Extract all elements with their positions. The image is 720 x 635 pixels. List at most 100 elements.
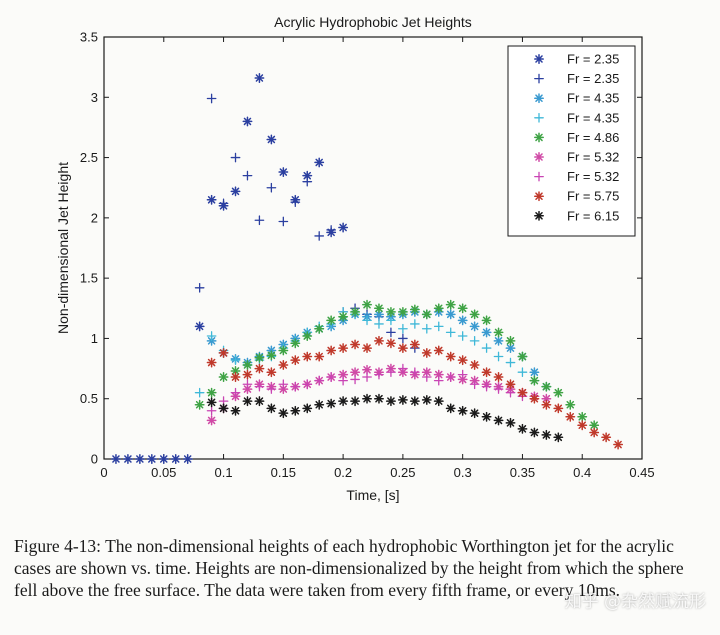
- data-point: [254, 396, 265, 407]
- data-point: [206, 387, 217, 398]
- data-point: [493, 351, 504, 362]
- data-point: [254, 381, 265, 392]
- data-point: [326, 345, 337, 356]
- legend-entry: Fr = 2.35: [534, 71, 619, 86]
- data-point: [290, 197, 301, 208]
- data-point: [254, 73, 265, 83]
- data-point: [398, 363, 408, 374]
- legend-marker: [534, 191, 544, 202]
- series-2: [194, 93, 420, 353]
- data-point: [469, 408, 480, 419]
- data-point: [374, 303, 384, 314]
- data-point: [397, 343, 408, 354]
- data-points: [111, 73, 624, 464]
- legend-entry: Fr = 2.35: [534, 52, 619, 67]
- data-point: [206, 415, 217, 426]
- legend: Fr = 2.35 Fr = 2.35 Fr = 4.35 Fr = 4.35 Fr =…: [507, 45, 636, 237]
- data-point: [385, 338, 396, 349]
- data-point: [421, 323, 432, 334]
- data-point: [326, 398, 337, 409]
- data-point: [397, 306, 408, 317]
- data-point: [505, 335, 516, 346]
- data-point: [505, 357, 516, 368]
- data-point: [338, 396, 349, 407]
- legend-marker: [534, 112, 544, 123]
- data-point: [386, 367, 396, 378]
- data-point: [362, 372, 372, 382]
- data-point: [517, 387, 528, 398]
- data-point: [445, 309, 456, 320]
- data-point: [134, 454, 145, 464]
- legend-entry: Fr = 4.35: [534, 110, 619, 125]
- data-point: [481, 367, 492, 378]
- data-point: [242, 360, 253, 370]
- data-point: [326, 372, 337, 382]
- data-point: [457, 315, 468, 326]
- data-point: [158, 454, 169, 464]
- data-point: [433, 321, 444, 332]
- data-point: [457, 303, 468, 314]
- data-point: [266, 134, 277, 145]
- data-point: [218, 372, 229, 382]
- data-point: [374, 335, 384, 346]
- x-tick-label: 0: [100, 465, 107, 480]
- legend-label: Fr = 4.35: [567, 110, 619, 125]
- data-point: [505, 387, 516, 398]
- axis-ticks: 0 0.05 0.1 0.15 0.2 0.25 0.3 0.35 0.4 0.45 0 0.5 1 1.…: [80, 30, 655, 481]
- data-point: [493, 415, 504, 426]
- data-point: [314, 231, 325, 241]
- data-point: [565, 399, 576, 410]
- data-point: [613, 439, 624, 450]
- data-point: [326, 315, 337, 326]
- data-point: [385, 396, 396, 407]
- data-point: [242, 369, 253, 380]
- data-point: [230, 366, 241, 376]
- x-axis-label: Time, [s]: [346, 487, 399, 503]
- legend-marker: [534, 132, 544, 143]
- data-point: [457, 369, 468, 380]
- data-point: [290, 381, 301, 392]
- legend-entry: Fr = 6.15: [534, 208, 619, 223]
- data-point: [206, 397, 217, 408]
- legend-label: Fr = 5.75: [567, 189, 619, 204]
- data-point: [278, 408, 289, 419]
- data-point: [398, 323, 408, 334]
- data-point: [230, 186, 241, 197]
- plot-area: [103, 36, 643, 460]
- x-tick-label: 0.15: [271, 465, 296, 480]
- data-point: [218, 198, 229, 209]
- legend-marker: [534, 73, 544, 84]
- y-tick-label: 0: [91, 452, 98, 467]
- series-7: [206, 363, 528, 416]
- data-point: [314, 375, 325, 386]
- data-point: [302, 379, 313, 390]
- y-tick-label: 1.5: [80, 271, 98, 286]
- data-point: [362, 315, 372, 326]
- legend-entry: Fr = 5.32: [534, 150, 619, 165]
- data-point: [421, 347, 432, 358]
- data-point: [254, 215, 265, 226]
- data-point: [421, 309, 432, 320]
- data-point: [302, 176, 313, 187]
- data-point: [529, 427, 540, 438]
- data-point: [409, 367, 420, 378]
- data-point: [469, 309, 480, 320]
- data-point: [529, 393, 540, 404]
- data-point: [553, 432, 564, 443]
- data-point: [553, 403, 564, 414]
- legend-entry: Fr = 4.35: [534, 91, 619, 106]
- data-point: [469, 321, 480, 332]
- data-point: [326, 225, 337, 235]
- data-point: [386, 315, 396, 326]
- data-point: [338, 311, 349, 322]
- data-point: [362, 299, 372, 310]
- data-point: [254, 363, 265, 374]
- x-tick-label: 0.1: [215, 465, 233, 480]
- legend-marker: [534, 210, 544, 221]
- data-point: [230, 372, 241, 382]
- data-point: [314, 157, 325, 168]
- data-point: [122, 454, 133, 464]
- data-point: [230, 152, 241, 163]
- series-1: [111, 73, 349, 464]
